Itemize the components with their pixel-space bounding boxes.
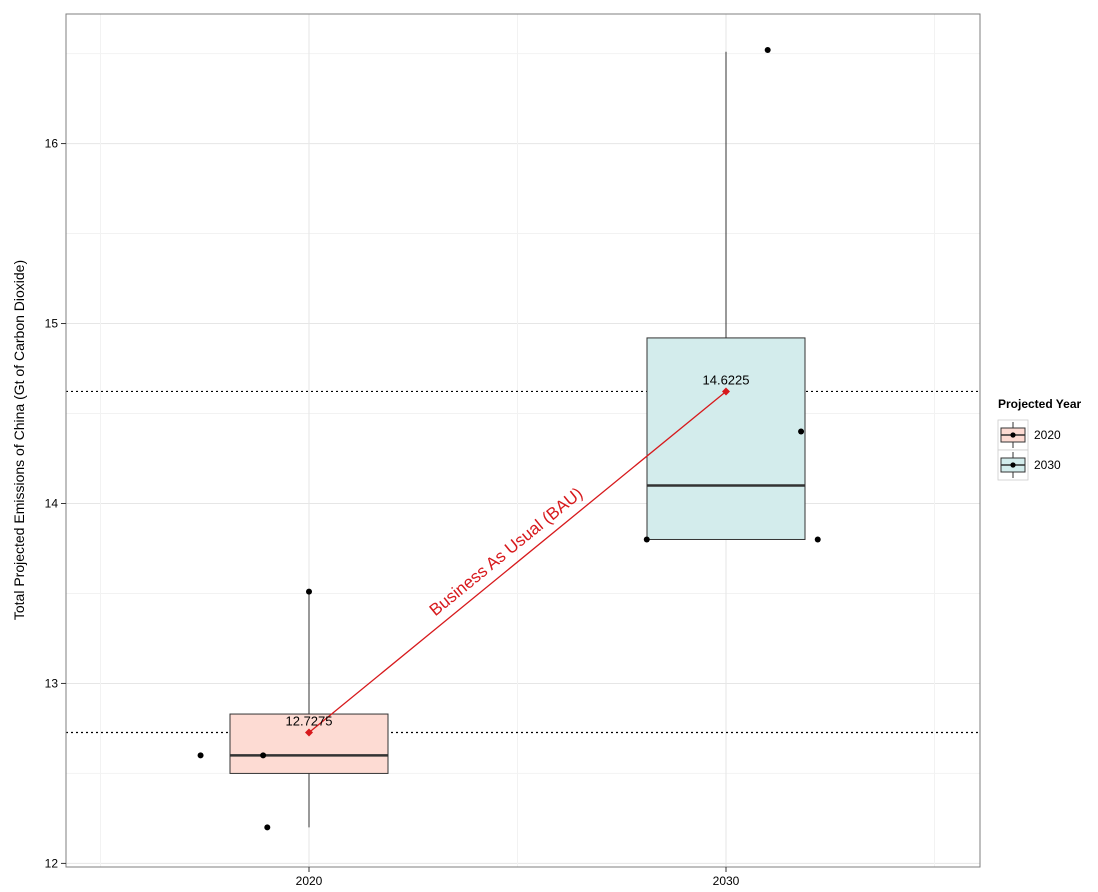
- data-point: [643, 536, 650, 543]
- x-tick-label: 2030: [713, 874, 740, 888]
- legend-key-point: [1010, 462, 1016, 468]
- legend-key-point: [1010, 432, 1016, 438]
- data-point: [764, 46, 771, 53]
- legend: Projected Year 2020 2030: [997, 397, 1081, 481]
- y-tick-label: 12: [45, 856, 59, 870]
- y-axis-title: Total Projected Emissions of China (Gt o…: [11, 260, 27, 620]
- x-tick-label: 2020: [296, 874, 323, 888]
- panel-border: [65, 13, 981, 868]
- trend-line: [308, 390, 727, 733]
- box-body: [646, 337, 806, 540]
- data-point: [197, 752, 204, 759]
- data-point: [814, 536, 821, 543]
- legend-label: 2020: [1034, 428, 1061, 442]
- box-2030: [643, 46, 821, 543]
- legend-label: 2030: [1034, 458, 1061, 472]
- data-point: [264, 824, 271, 831]
- trend-value-label: 14.6225: [703, 372, 750, 387]
- y-tick-label: 13: [45, 676, 59, 690]
- data-point: [798, 428, 805, 435]
- box-body: [229, 713, 389, 774]
- trend-point: [722, 387, 730, 396]
- boxes: [197, 46, 821, 831]
- data-point: [306, 588, 312, 595]
- y-tick-label: 15: [45, 317, 59, 331]
- reference-lines: [66, 390, 980, 734]
- data-point: [260, 752, 267, 759]
- legend-item-2020: 2020: [997, 419, 1061, 451]
- legend-title: Projected Year: [998, 397, 1081, 411]
- y-tick-label: 14: [45, 496, 59, 510]
- legend-item-2030: 2030: [997, 449, 1061, 481]
- trend-value-label: 12.7275: [286, 713, 333, 728]
- panel-background: [66, 14, 980, 867]
- y-tick-label: 16: [45, 137, 59, 151]
- trend-point: [305, 728, 313, 737]
- axes: 12 13 14 15 16 2020 2030: [45, 137, 740, 888]
- box-2020: [197, 588, 389, 831]
